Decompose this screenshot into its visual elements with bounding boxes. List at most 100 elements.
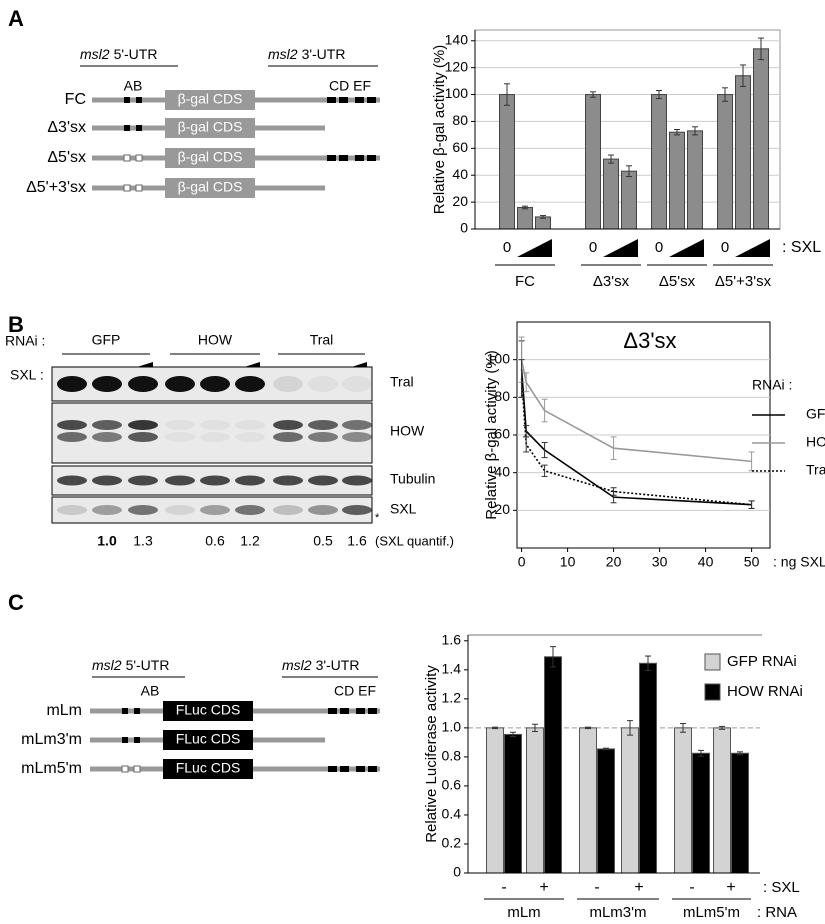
rnai-group: HOW — [198, 332, 233, 348]
band — [273, 432, 303, 442]
chart-title: Δ3'sx — [623, 328, 676, 353]
band — [200, 432, 230, 442]
cds-label: β-gal CDS — [178, 149, 243, 165]
error-bar — [722, 87, 728, 102]
legend-label: Tral — [806, 462, 825, 478]
quant-value: 1.0 — [97, 533, 117, 549]
site-label: CD EF — [329, 78, 371, 94]
x-tick-label: Δ5'sx — [659, 273, 696, 290]
y-tick-label: 1.6 — [442, 632, 462, 648]
band — [92, 432, 122, 442]
gene-name: msl2 — [268, 46, 298, 62]
deleted-site — [123, 184, 131, 192]
deleted-site — [135, 154, 143, 162]
blot-row-label: SXL — [390, 501, 417, 517]
error-bar — [603, 747, 609, 751]
deleted-site — [135, 184, 143, 192]
y-tick-label: 120 — [445, 58, 469, 74]
x-tick-label: FC — [515, 273, 535, 290]
x-axis-label: : SXL — [763, 879, 800, 896]
error-bar — [523, 436, 530, 453]
cds-box — [165, 118, 255, 138]
y-tick-label: 0.4 — [442, 806, 462, 822]
dose-zero: 0 — [589, 239, 597, 256]
x-tick-label: 0 — [518, 554, 526, 570]
dose-zero: 0 — [721, 239, 729, 256]
site-box — [328, 708, 337, 714]
site-label: AB — [124, 78, 143, 94]
legend-label: GFP — [806, 406, 825, 422]
x-tick-label: - — [594, 879, 599, 896]
dose-ramp — [735, 239, 770, 257]
bar — [621, 727, 639, 874]
cds-label: FLuc CDS — [176, 731, 241, 747]
site-box — [356, 766, 365, 772]
bar — [499, 94, 515, 230]
rnai-label: RNAi : — [5, 333, 45, 349]
bar — [669, 131, 685, 230]
region-name: 5'-UTR — [114, 46, 158, 62]
gene-name: msl2 — [92, 657, 122, 673]
cds-box — [163, 759, 253, 779]
region-label: msl2 5'-UTR — [92, 657, 169, 673]
y-tick-label: 100 — [487, 350, 511, 366]
y-tick-label: 20 — [494, 501, 510, 517]
site-box — [134, 737, 140, 743]
region-name: 3'-UTR — [316, 657, 360, 673]
band — [92, 376, 122, 392]
band — [308, 505, 338, 515]
cds-label: β-gal CDS — [178, 179, 243, 195]
y-tick-label: 60 — [452, 139, 468, 155]
bar — [526, 727, 544, 874]
cds-label: FLuc CDS — [176, 702, 241, 718]
blot-row-label: HOW — [390, 423, 425, 439]
series-line — [520, 378, 752, 506]
x-axis-label: : SXL — [782, 239, 821, 256]
band — [308, 420, 338, 430]
region-label: msl2 5'-UTR — [80, 46, 157, 62]
y-tick-label: 0.8 — [442, 748, 462, 764]
legend-title: RNAi : — [752, 377, 792, 393]
site-box — [122, 737, 128, 743]
y-tick-label: 0 — [453, 864, 461, 880]
bar — [597, 748, 615, 874]
group-label: mLm3'm — [589, 904, 646, 921]
x-tick-label: + — [726, 879, 735, 896]
error-bar — [656, 90, 662, 100]
y-tick-label: 40 — [494, 463, 510, 479]
error-bar — [541, 464, 548, 477]
y-tick-label: 100 — [445, 85, 469, 101]
construct-name: Δ5'sx — [47, 149, 86, 166]
cds-box — [165, 148, 255, 168]
construct-name: mLm5'm — [21, 760, 82, 777]
site-box — [367, 155, 376, 161]
legend-swatch — [704, 653, 721, 671]
cds-box — [165, 178, 255, 198]
band — [308, 475, 338, 486]
band — [235, 376, 265, 392]
bar — [504, 733, 522, 874]
site-box — [339, 97, 348, 103]
site-box — [136, 125, 142, 131]
band — [273, 376, 303, 392]
band — [273, 505, 303, 515]
band — [200, 505, 230, 515]
band — [128, 505, 158, 515]
x-tick-label: - — [689, 879, 694, 896]
rnai-group: Tral — [310, 332, 334, 348]
bar — [651, 94, 667, 230]
error-bar — [540, 215, 546, 219]
x-tick-label: 20 — [606, 554, 622, 570]
site-box — [367, 97, 376, 103]
construct-name: Δ5'+3'sx — [26, 179, 86, 196]
bar — [735, 75, 751, 230]
band — [342, 432, 372, 442]
band — [165, 505, 195, 515]
cds-label: β-gal CDS — [178, 91, 243, 107]
quant-value: 0.5 — [313, 533, 333, 549]
band — [57, 475, 87, 486]
x-axis-label: : ng SXL — [773, 554, 825, 570]
band — [235, 505, 265, 515]
construct-name: Δ3'sx — [47, 119, 86, 136]
